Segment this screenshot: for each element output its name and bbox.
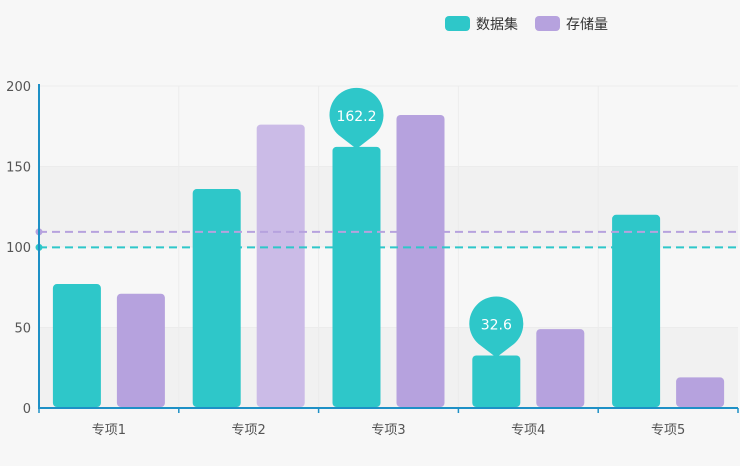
bar-storage[interactable] [536,329,585,407]
legend-label[interactable]: 存储量 [566,17,608,33]
legend-swatch[interactable] [535,16,560,31]
legend-label[interactable]: 数据集 [476,16,518,33]
bar-dataset[interactable] [472,355,521,407]
bar-dataset[interactable] [332,146,381,407]
x-tick-label: 专项4 [511,423,545,438]
legend-swatch[interactable] [445,16,470,31]
mark-point-pin [329,87,384,149]
mark-point-label: 162.2 [336,109,376,125]
bar-dataset[interactable] [192,189,241,407]
x-tick-label: 专项1 [92,423,126,438]
y-tick-label: 0 [23,402,31,417]
y-tick-label: 100 [6,241,31,256]
y-tick-label: 200 [6,80,31,95]
grid-band [39,86,738,167]
bar-storage[interactable] [396,114,445,407]
bar-dataset[interactable] [52,284,101,407]
y-tick-label: 50 [14,322,31,337]
x-tick-label: 专项5 [651,423,685,438]
x-tick-label: 专项2 [232,423,266,438]
mark-point-label: 32.6 [481,318,512,334]
mark-point-pin [469,296,524,358]
bar-storage[interactable] [256,124,305,407]
bar-storage[interactable] [116,293,165,407]
bar-dataset[interactable] [612,214,661,407]
bar-storage[interactable] [676,377,725,407]
y-tick-label: 150 [6,161,31,176]
x-tick-label: 专项3 [371,423,405,438]
